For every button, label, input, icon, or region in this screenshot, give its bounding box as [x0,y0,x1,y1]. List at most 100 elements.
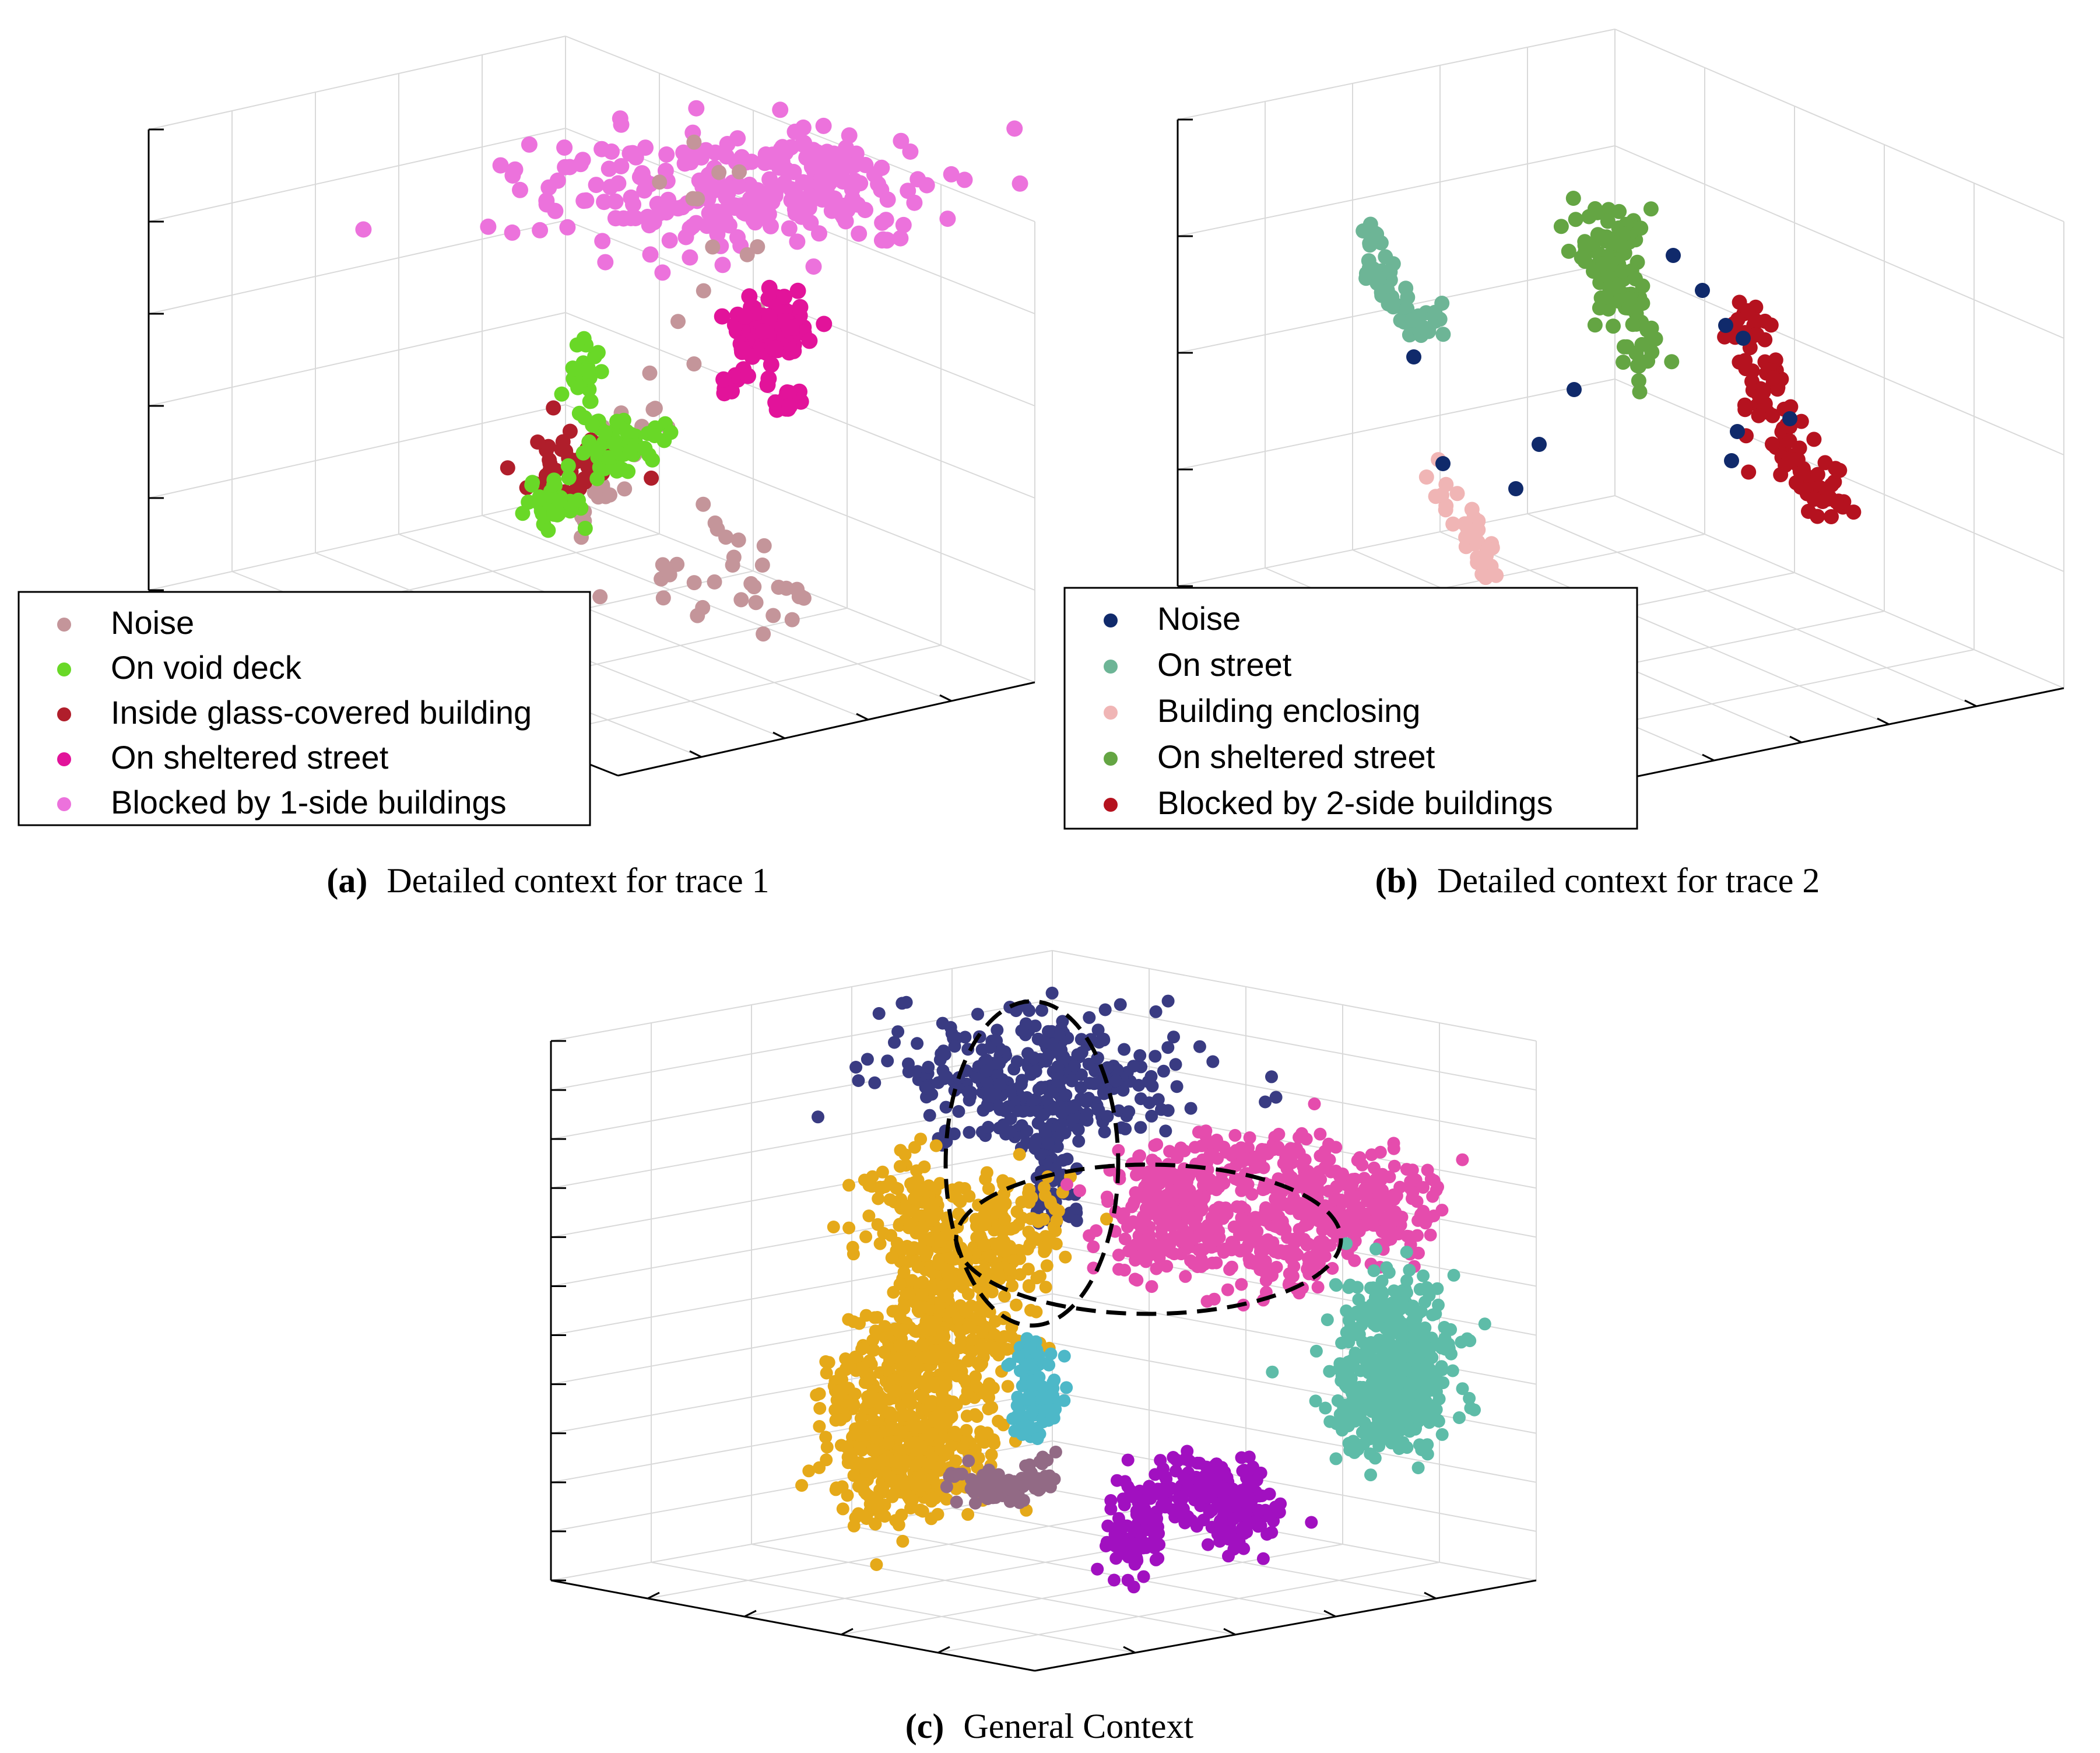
panel-c-point-cluster [1138,1503,1151,1516]
panel-a-legend-marker [57,752,71,766]
panel-c-point-cluster [1153,1538,1166,1551]
panel-a-point-void-deck [590,345,606,360]
panel-a-point-blocked-1side [682,154,699,171]
panel-a-point-void-deck [554,386,570,402]
panel-c-point-cluster [1070,1214,1083,1228]
panel-a-point-void-deck [597,425,613,440]
panel-a-point-sheltered [714,308,731,325]
panel-c-y-tick [1424,1591,1437,1600]
panel-c-point-cluster [1346,1323,1360,1337]
panel-a-point-blocked-1side [610,175,627,192]
panel-a-point-sheltered [740,367,756,384]
panel-a-point-void-deck [521,495,536,510]
panel-a-legend-label: Noise [111,604,194,641]
panel-b-point-noise [1724,453,1739,468]
panel-c-point-cluster [1444,1323,1458,1336]
panel-c-point-cluster [1383,1425,1396,1439]
panel-c-point-cluster [1272,1210,1286,1223]
panel-c-point-cluster [963,1126,976,1139]
panel-a-point-void-deck [581,363,596,379]
panel-c-point-cluster [1385,1365,1398,1378]
panel-b-point-blocked-2side [1792,440,1807,456]
panel-c-point-cluster [1293,1286,1306,1300]
panel-c-point-cluster [1302,1204,1316,1217]
panel-c-point-cluster [920,1197,933,1210]
panel-c-point-cluster [852,1074,865,1087]
panel-c-point-cluster [1411,1229,1424,1242]
panel-a-point-blocked-1side [777,144,794,161]
panel-c-point-cluster [1051,1131,1065,1144]
panel-c-point-cluster [960,1424,973,1437]
panel-c-point-cluster [842,1382,855,1395]
panel-c-point-cluster [1159,1124,1172,1138]
panel-c-point-cluster [1132,1079,1146,1092]
panel-c-x-tick [841,1628,854,1636]
panel-a-point-blocked-1side [756,153,773,169]
panel-b-point-noise [1508,481,1523,496]
panel-c-point-cluster [1340,1304,1353,1317]
panel-c-point-cluster [914,1133,928,1146]
panel-c-point-cluster [857,1419,870,1433]
panel-c-point-cluster [1259,1095,1272,1109]
panel-c-point-cluster [1223,1263,1237,1276]
panel-c-point-cluster [1160,1260,1174,1273]
panel-c-point-cluster [1172,1492,1185,1505]
panel-c-point-cluster [1376,1288,1389,1300]
panel-c-point-cluster [1258,1264,1271,1278]
panel-c-point-cluster [1003,1263,1017,1276]
panel-c-point-cluster [1022,1186,1035,1200]
panel-a-point-blocked-1side [714,257,731,274]
panel-c-point-cluster [1143,1096,1156,1109]
panel-c-point-cluster [1101,1519,1115,1533]
panel-c-grid-line [550,1391,1053,1483]
panel-c-point-cluster [903,1218,916,1231]
panel-c-y-tick [1323,1610,1336,1618]
panel-c-point-cluster [1114,998,1127,1011]
panel-a-point-void-deck [609,413,625,429]
panel-a-point-blocked-1side [783,181,799,198]
panel-b-point-sheltered [1622,291,1638,307]
panel-c-point-cluster [991,1023,1004,1037]
panel-c-point-cluster [1236,1155,1249,1168]
panel-a-point-noise [754,558,770,573]
panel-c-point-cluster [1256,1235,1270,1249]
panel-b-point-blocked-2side [1788,475,1804,490]
panel-c-point-cluster [1400,1246,1413,1259]
panel-c-point-cluster [868,1311,882,1324]
panel-a-point-blocked-1side [682,249,698,266]
panel-a-point-blocked-1side [906,194,923,211]
panel-c-point-cluster [982,1403,995,1416]
panel-c-point-cluster [861,1053,874,1066]
panel-c-point-cluster [1033,1349,1045,1362]
panel-c-points [795,986,1491,1594]
panel-c-point-cluster [1100,1190,1114,1204]
panel-a-point-blocked-1side [789,233,806,250]
panel-c-point-cluster [1050,1214,1063,1227]
panel-c-point-cluster [1463,1391,1476,1405]
panel-c-point-cluster [918,1160,931,1173]
panel-a-y-tick [772,731,785,739]
panel-c-point-cluster [1227,1220,1241,1233]
panel-a-point-sheltered [759,377,776,393]
panel-a-point-blocked-1side [842,157,859,174]
panel-c-point-cluster [1158,1470,1171,1483]
panel-c-point-cluster [1305,1516,1318,1529]
panel-c-point-cluster [904,1204,918,1218]
panel-b-caption: (b) Detailed context for trace 2 [1375,861,1820,900]
panel-c-point-cluster [1136,1210,1150,1223]
panel-b-point-blocked-2side [1810,467,1825,482]
panel-a-legend-marker [57,707,71,721]
panel-a-point-void-deck [600,450,616,465]
panel-c-point-cluster [1421,1438,1434,1452]
panel-a-point-blocked-1side [574,152,591,169]
panel-b-point-sheltered [1565,191,1581,206]
panel-c-point-cluster [1022,1279,1035,1292]
panel-c-point-cluster [940,1266,954,1279]
panel-b-point-sheltered [1632,384,1648,399]
panel-c-point-cluster [1148,1139,1161,1152]
panel-c-point-cluster [1059,1088,1073,1102]
panel-a-point-noise [739,247,755,262]
panel-c-point-cluster [1417,1269,1430,1282]
panel-c-point-cluster [1404,1424,1417,1437]
panel-c-point-cluster [1149,1468,1162,1481]
